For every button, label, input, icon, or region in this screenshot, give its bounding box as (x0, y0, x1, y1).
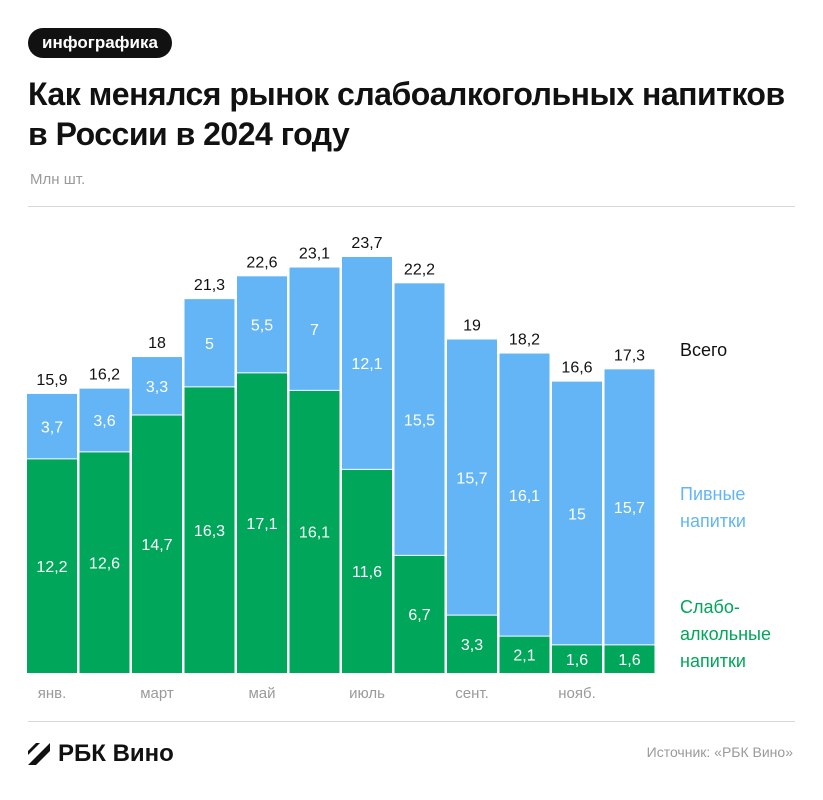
low-alcohol-value-label: 16,1 (299, 525, 330, 542)
bar-beer (27, 393, 77, 459)
total-value-label: 17,3 (614, 347, 645, 364)
total-value-label: 23,1 (299, 246, 330, 263)
source-note: Источник: «РБК Вино» (646, 744, 793, 760)
bar-low-alcohol (27, 458, 77, 673)
bar-beer (79, 388, 130, 452)
total-value-label: 21,3 (194, 277, 225, 294)
bar-beer (184, 299, 235, 387)
legend-total: Всего (680, 340, 728, 360)
bar-beer (132, 357, 182, 415)
x-tick-label: июль (349, 685, 385, 702)
x-tick-label: март (140, 685, 174, 702)
unit-label: Млн шт. (30, 171, 86, 188)
bar-low-alcohol (237, 372, 287, 673)
bar-beer (552, 381, 602, 645)
beer-value-label: 5,5 (251, 318, 273, 335)
x-tick-label: май (248, 685, 275, 702)
infographic-tag: инфографика (28, 28, 172, 58)
bar-low-alcohol (79, 451, 130, 673)
bar-low-alcohol (447, 615, 497, 673)
bar-low-alcohol (499, 636, 550, 673)
x-tick-label: нояб. (558, 685, 596, 702)
total-value-label: 16,2 (89, 367, 120, 384)
beer-value-label: 15 (568, 506, 586, 523)
bar-low-alcohol (342, 469, 392, 673)
low-alcohol-value-label: 12,6 (89, 555, 120, 572)
chart-title: Как менялся рынок слабоалкогольных напит… (28, 76, 785, 152)
total-value-label: 19 (463, 317, 481, 334)
total-value-label: 15,9 (36, 372, 67, 389)
total-value-label: 18 (148, 335, 166, 352)
low-alcohol-value-label: 1,6 (566, 652, 588, 669)
top-divider (28, 206, 795, 207)
beer-value-label: 3,3 (146, 379, 168, 396)
x-tick-label: янв. (38, 685, 67, 702)
bar-beer (394, 283, 445, 556)
legend-low-alcohol: Слабо-алкольные напитки (680, 597, 771, 671)
beer-value-label: 15,7 (456, 470, 487, 487)
low-alcohol-value-label: 12,2 (36, 559, 67, 576)
bar-low-alcohol (394, 555, 445, 673)
rbc-logo-icon (28, 743, 50, 765)
brand-logo: РБК Вино (28, 740, 174, 768)
low-alcohol-value-label: 1,6 (618, 652, 640, 669)
bar-beer (499, 353, 550, 637)
x-tick-label: сент. (455, 685, 489, 702)
total-value-label: 22,2 (404, 261, 435, 278)
bar-low-alcohol (552, 644, 602, 673)
bottom-divider (28, 721, 795, 722)
bar-beer (342, 257, 392, 470)
bar-low-alcohol (132, 414, 182, 673)
bar-beer (237, 276, 287, 373)
beer-value-label: 15,7 (614, 500, 645, 517)
low-alcohol-value-label: 2,1 (513, 648, 535, 665)
beer-value-label: 15,5 (404, 412, 435, 429)
bar-beer (604, 369, 655, 645)
bar-low-alcohol (289, 390, 340, 673)
bar-low-alcohol (604, 644, 655, 673)
low-alcohol-value-label: 16,3 (194, 523, 225, 540)
brand-name: РБК Вино (58, 740, 174, 767)
beer-value-label: 7 (310, 322, 319, 339)
low-alcohol-value-label: 6,7 (408, 607, 430, 624)
bar-low-alcohol (184, 386, 235, 673)
low-alcohol-value-label: 11,6 (352, 564, 382, 581)
total-value-label: 16,6 (561, 360, 592, 377)
beer-value-label: 3,6 (93, 413, 115, 430)
total-value-label: 23,7 (351, 235, 382, 252)
low-alcohol-value-label: 3,3 (461, 637, 483, 654)
total-value-label: 22,6 (246, 254, 277, 271)
beer-value-label: 5 (205, 336, 214, 353)
low-alcohol-value-label: 14,7 (141, 537, 172, 554)
beer-value-label: 3,7 (41, 419, 63, 436)
low-alcohol-value-label: 17,1 (246, 516, 277, 533)
bar-beer (447, 339, 497, 616)
beer-value-label: 12,1 (351, 356, 382, 373)
total-value-label: 18,2 (509, 332, 540, 349)
bar-beer (289, 267, 340, 391)
beer-value-label: 16,1 (509, 488, 540, 505)
legend-beer: Пивные напитки (680, 484, 746, 531)
